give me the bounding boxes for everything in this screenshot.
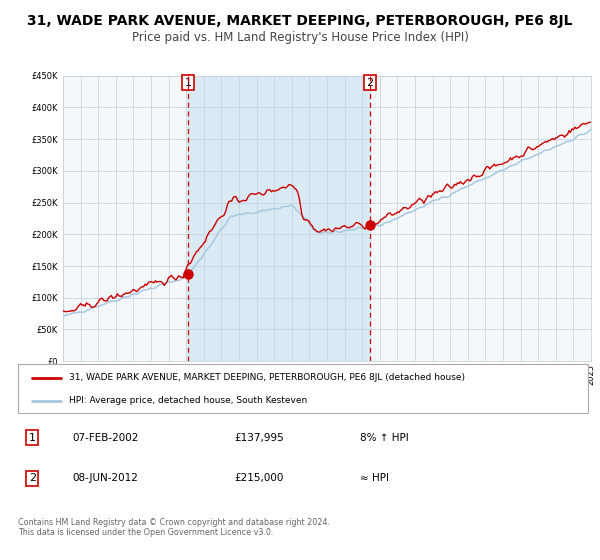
- Text: 8% ↑ HPI: 8% ↑ HPI: [360, 432, 409, 442]
- Text: 07-FEB-2002: 07-FEB-2002: [72, 432, 139, 442]
- Text: HPI: Average price, detached house, South Kesteven: HPI: Average price, detached house, Sout…: [70, 396, 308, 405]
- Text: ≈ HPI: ≈ HPI: [360, 473, 389, 483]
- Text: Contains HM Land Registry data © Crown copyright and database right 2024.
This d: Contains HM Land Registry data © Crown c…: [18, 518, 330, 538]
- Text: Price paid vs. HM Land Registry's House Price Index (HPI): Price paid vs. HM Land Registry's House …: [131, 31, 469, 44]
- Bar: [188, 76, 370, 361]
- Text: 1: 1: [184, 77, 191, 87]
- Text: 31, WADE PARK AVENUE, MARKET DEEPING, PETERBOROUGH, PE6 8JL (detached house): 31, WADE PARK AVENUE, MARKET DEEPING, PE…: [70, 374, 466, 382]
- Text: 2: 2: [367, 77, 374, 87]
- Text: 08-JUN-2012: 08-JUN-2012: [72, 473, 138, 483]
- Text: 1: 1: [29, 432, 36, 442]
- Text: £215,000: £215,000: [235, 473, 284, 483]
- Text: £137,995: £137,995: [235, 432, 284, 442]
- Text: 2: 2: [29, 473, 36, 483]
- Text: 31, WADE PARK AVENUE, MARKET DEEPING, PETERBOROUGH, PE6 8JL: 31, WADE PARK AVENUE, MARKET DEEPING, PE…: [27, 14, 573, 28]
